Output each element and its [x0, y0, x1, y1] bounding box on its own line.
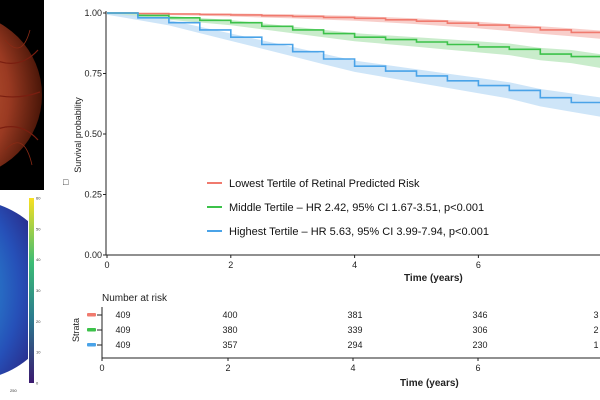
- risk-count: 357: [222, 340, 237, 350]
- legend-marker: □: [63, 177, 69, 187]
- x-tick-label: 2: [228, 260, 233, 270]
- colorbar-tick-label: 30: [36, 288, 41, 293]
- risk-count: 2: [593, 325, 598, 335]
- colorbar: [29, 198, 34, 383]
- colorbar-tick-label: 40: [36, 257, 41, 262]
- x-axis-label: Time (years): [404, 273, 463, 284]
- retinal-heatmap: 60 50 40 30 20 10 0 250: [0, 196, 41, 393]
- strata-swatch-highest: [87, 343, 96, 347]
- risk-count: 409: [115, 325, 130, 335]
- survival-line-lowest: [107, 12, 600, 34]
- risk-count: 339: [347, 325, 362, 335]
- colorbar-tick-label: 60: [36, 196, 41, 201]
- risk-count: 400: [222, 310, 237, 320]
- colorbar-tick-label: 10: [36, 350, 41, 355]
- risk-x-tick-label: 2: [225, 363, 230, 373]
- y-tick-label: 1.00: [84, 8, 102, 18]
- strata-label: Strata: [71, 318, 81, 342]
- ci-band-highest: [107, 13, 600, 117]
- legend-label-lowest: Lowest Tertile of Retinal Predicted Risk: [229, 178, 420, 190]
- risk-count: 380: [222, 325, 237, 335]
- risk-x-tick-label: 4: [350, 363, 355, 373]
- risk-count: 346: [472, 310, 487, 320]
- ci-band-middle: [107, 13, 600, 68]
- colorbar-tick-label: 20: [36, 319, 41, 324]
- risk-table-title: Number at risk: [102, 293, 168, 304]
- strata-swatch-middle: [87, 328, 96, 332]
- y-tick-label: 0.25: [84, 190, 102, 200]
- legend-label-highest: Highest Tertile – HR 5.63, 95% CI 3.99-7…: [229, 226, 489, 238]
- x-tick-label: 4: [352, 260, 357, 270]
- strata-swatch-lowest: [87, 313, 96, 317]
- colorbar-tick-label: 50: [36, 226, 41, 231]
- x-tick-label: 0: [104, 260, 109, 270]
- x-tick-label: 6: [476, 260, 481, 270]
- risk-count: 1: [593, 340, 598, 350]
- risk-count: 3: [593, 310, 598, 320]
- risk-count: 381: [347, 310, 362, 320]
- risk-count: 294: [347, 340, 362, 350]
- y-tick-label: 0.50: [84, 129, 102, 139]
- fundus-photograph: [0, 0, 44, 190]
- survival-line-highest: [107, 12, 600, 104]
- legend-label-middle: Middle Tertile – HR 2.42, 95% CI 1.67-3.…: [229, 202, 484, 214]
- risk-count: 306: [472, 325, 487, 335]
- heatmap-axis-tick: 250: [10, 388, 17, 393]
- colorbar-tick-label: 0: [36, 381, 39, 386]
- y-axis-label: Survival probability: [73, 97, 83, 173]
- y-tick-label: 0.75: [84, 69, 102, 79]
- risk-count: 409: [115, 310, 130, 320]
- survival-line-middle: [107, 12, 600, 58]
- risk-count: 409: [115, 340, 130, 350]
- risk-x-tick-label: 6: [475, 363, 480, 373]
- risk-count: 230: [472, 340, 487, 350]
- risk-x-tick-label: 0: [99, 363, 104, 373]
- km-chart: 0.00 0.25 0.50 0.75 1.00 0 2 4 6 Survival probab…: [63, 8, 600, 284]
- y-tick-label: 0.00: [84, 250, 102, 260]
- risk-x-axis-label: Time (years): [400, 378, 459, 389]
